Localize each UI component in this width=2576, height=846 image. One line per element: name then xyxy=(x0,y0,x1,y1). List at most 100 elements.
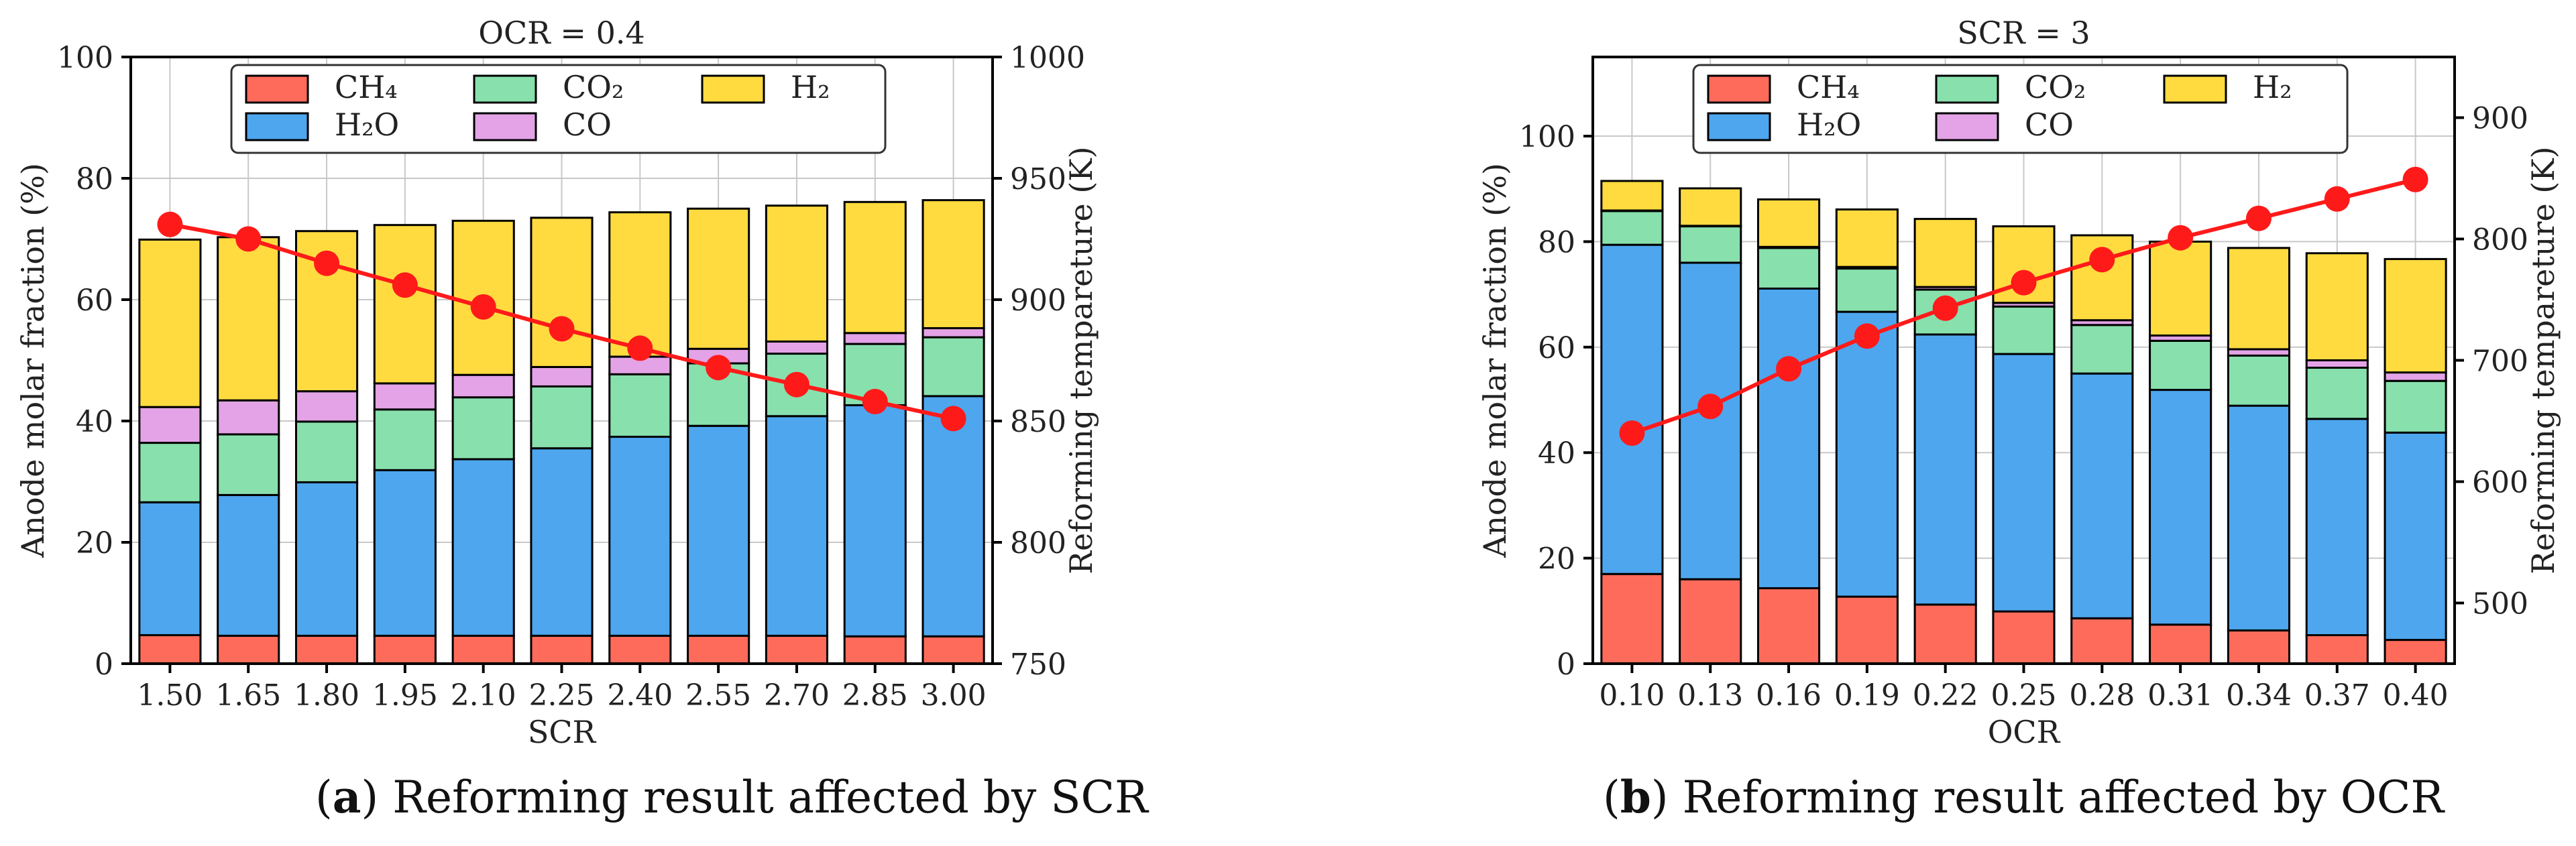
y2-tick-label: 900 xyxy=(2472,102,2528,136)
bar-segment xyxy=(373,469,437,637)
x-tick-label: 1.95 xyxy=(372,678,438,713)
caption-b: (b) Reforming result affected by OCR xyxy=(1603,771,2445,823)
temperature-point xyxy=(940,406,966,432)
temperature-point xyxy=(157,211,183,237)
bar-segment xyxy=(687,207,750,350)
temperature-point xyxy=(627,335,653,361)
temperature-point xyxy=(549,316,575,342)
x-tick-label: 2.25 xyxy=(529,678,595,713)
y2-tick-label: 1000 xyxy=(1010,41,1085,75)
bar-segment xyxy=(687,634,750,665)
y2-axis-label: Reforming tempareture (K) xyxy=(1063,146,1099,574)
bar-segment xyxy=(1600,210,1664,246)
x-tick-label: 2.70 xyxy=(764,678,830,713)
bar-segment xyxy=(2384,379,2447,434)
bar-segment xyxy=(138,442,202,503)
bar-segment xyxy=(1600,572,1664,665)
bar-segment xyxy=(294,481,359,637)
y-tick-label: 0 xyxy=(95,648,113,682)
bar-segment xyxy=(1679,187,1742,227)
bar-segment xyxy=(1679,261,1742,581)
y-tick-label: 100 xyxy=(1519,120,1575,154)
bar-segment xyxy=(608,211,672,358)
legend-box xyxy=(1692,64,2349,154)
temperature-point xyxy=(1854,323,1880,349)
bar-segment xyxy=(921,395,985,638)
temperature-point xyxy=(2402,166,2428,192)
x-tick-label: 2.55 xyxy=(685,678,751,713)
bar-segment xyxy=(608,373,672,438)
bar-segment xyxy=(765,340,829,355)
bar-segment xyxy=(1913,218,1977,288)
y2-tick-label: 600 xyxy=(2472,466,2528,500)
bar-segment xyxy=(843,332,907,345)
bar-segment xyxy=(608,634,672,665)
bar-segment xyxy=(2070,324,2134,375)
temperature-point xyxy=(2168,225,2194,251)
bar-segment xyxy=(373,382,437,411)
y2-tick-label: 750 xyxy=(1010,648,1066,682)
bar-segment xyxy=(2384,371,2447,382)
x-tick-label: 2.85 xyxy=(842,678,908,713)
legend-swatch xyxy=(1935,74,1999,104)
bar-segment xyxy=(2149,623,2213,665)
x-tick-label: 0.40 xyxy=(2383,678,2449,713)
chart-a: 0 20 40 60 80 100 750 800 850 900 950 1000 1.50 1.65 1… xyxy=(15,15,1099,750)
bar-segment xyxy=(1756,587,1821,665)
bar-segment xyxy=(530,217,594,368)
bar-segment xyxy=(1913,603,1977,665)
y-tick-label: 100 xyxy=(57,41,113,75)
bar-segment xyxy=(2305,252,2369,361)
bar-segment xyxy=(2384,639,2447,665)
temperature-point xyxy=(235,226,262,252)
y2-axis-label: Reforming tempareture (K) xyxy=(2525,146,2561,574)
bar-segment xyxy=(373,224,437,385)
x-tick-label: 2.40 xyxy=(607,678,673,713)
bar-segment xyxy=(921,327,985,339)
y2-tick-label: 900 xyxy=(1010,284,1066,318)
caption-a: (a) Reforming result affected by SCR xyxy=(315,771,1148,823)
bar-segment xyxy=(765,634,829,665)
y2-tick-label: 700 xyxy=(2472,345,2528,379)
y-tick-label: 20 xyxy=(76,526,113,560)
y-tick-label: 60 xyxy=(1538,331,1575,365)
bar-segment xyxy=(843,200,907,335)
bar-segment xyxy=(921,635,985,665)
bar-segment xyxy=(138,238,202,408)
x-axis-label: OCR xyxy=(1988,714,2061,750)
bar-segment xyxy=(608,436,672,637)
bar-segment xyxy=(1835,310,1899,598)
bar-segment xyxy=(1835,595,1899,665)
bar-segment xyxy=(2384,257,2447,374)
bar-segment xyxy=(373,634,437,665)
temperature-point xyxy=(2324,186,2350,212)
bar-segment xyxy=(530,365,594,387)
bar-segment xyxy=(2227,629,2291,665)
temperature-point xyxy=(1619,420,1645,446)
bar-segment xyxy=(217,493,280,637)
x-tick-label: 0.22 xyxy=(1913,678,1978,713)
y-axis-label: Anode molar fraction (%) xyxy=(15,163,51,558)
bar-segment xyxy=(217,399,280,436)
temperature-point xyxy=(392,272,418,298)
bar-segment xyxy=(451,458,515,637)
bar-segment xyxy=(217,433,280,496)
bar-segment xyxy=(843,404,907,638)
legend-label: H₂ xyxy=(791,69,830,105)
y2-tick-label: 950 xyxy=(1010,162,1066,196)
legend-swatch xyxy=(1935,112,1999,141)
bar-segment xyxy=(2227,354,2291,407)
bar-segment xyxy=(687,424,750,637)
bar-segment xyxy=(2149,339,2213,391)
temperature-point xyxy=(2245,205,2272,231)
x-axis-label: SCR xyxy=(528,714,597,750)
bar-segment xyxy=(217,634,280,665)
bar-segment xyxy=(2227,404,2291,631)
x-tick-label: 0.34 xyxy=(2226,678,2292,713)
bar-segment xyxy=(451,634,515,665)
bar-segment xyxy=(2305,634,2369,665)
y-tick-label: 80 xyxy=(1538,225,1575,259)
y2-tick-label: 800 xyxy=(1010,526,1066,560)
bar-segment xyxy=(1600,243,1664,575)
bar-segment xyxy=(765,204,829,343)
